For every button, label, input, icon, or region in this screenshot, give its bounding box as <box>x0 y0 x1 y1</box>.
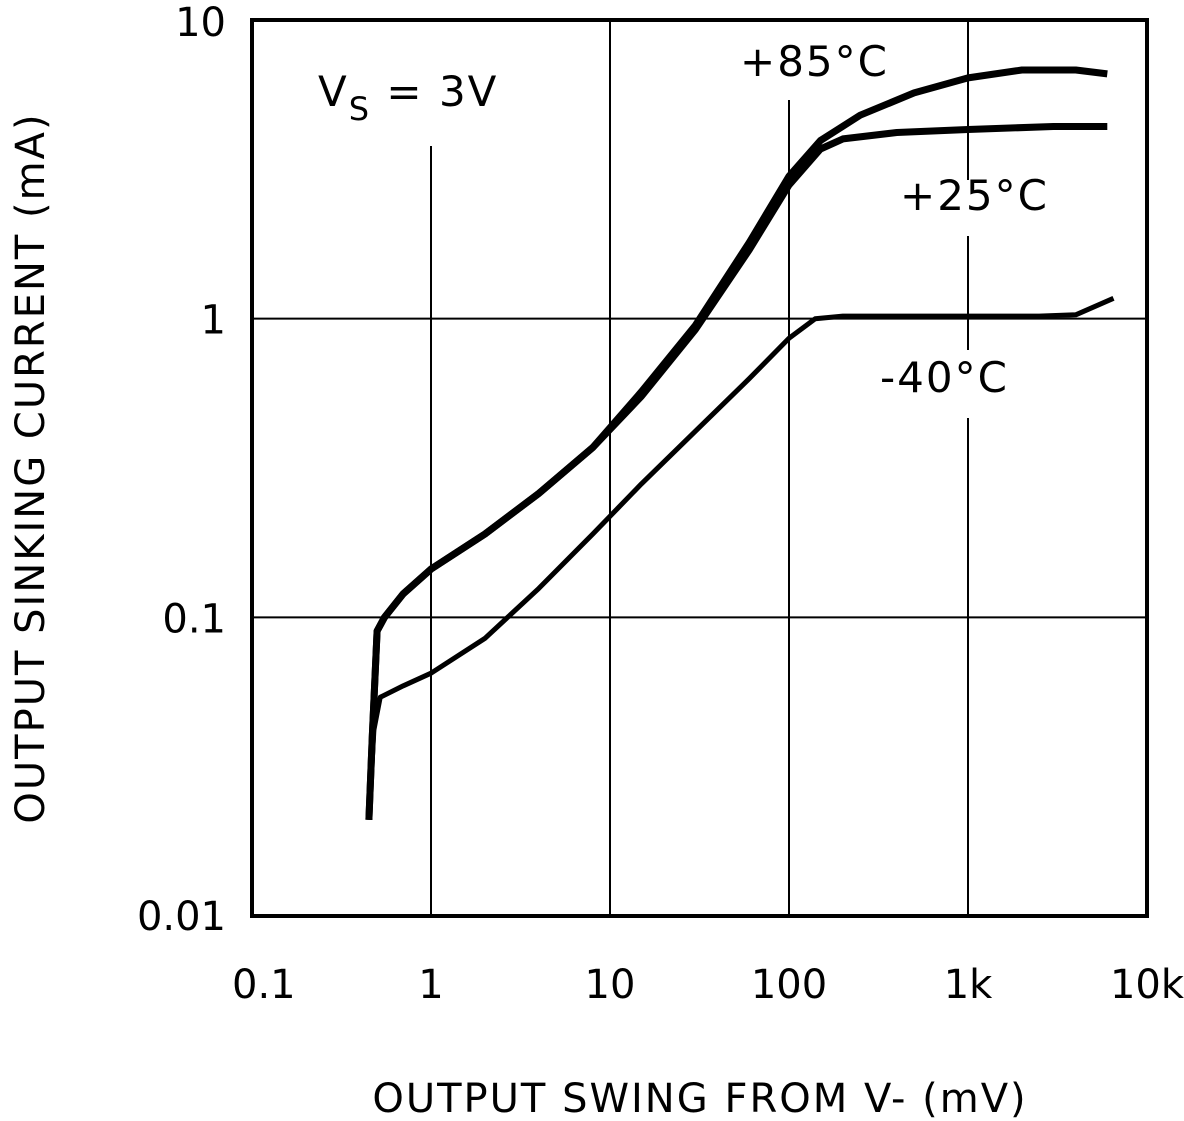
series-label-25c: +25°C <box>900 171 1049 220</box>
x-tick-label-0: 0.1 <box>232 962 296 1008</box>
x-tick-label-5: 10k <box>1110 962 1184 1008</box>
y-tick-label-0: 0.01 <box>137 894 226 940</box>
y-tick-label-1: 0.1 <box>162 596 226 642</box>
supply-voltage-annotation: VS = 3V <box>318 67 498 128</box>
x-tick-labels: 0.1 1 10 100 1k 10k <box>232 962 1184 1008</box>
x-tick-label-1: 1 <box>418 962 443 1008</box>
series-line-2 <box>366 296 1115 820</box>
annotation-subscript: S <box>349 90 371 128</box>
y-axis-title: OUTPUT SINKING CURRENT (mA) <box>8 112 54 823</box>
series-label-minus40c: -40°C <box>880 353 1009 402</box>
annotation-v: V <box>318 67 349 116</box>
x-tick-label-2: 10 <box>585 962 636 1008</box>
annotation-rest: = 3V <box>371 67 498 116</box>
series-line-1 <box>365 123 1108 820</box>
series-lines <box>365 66 1115 820</box>
plot-frame <box>250 18 1149 918</box>
x-axis-title: OUTPUT SWING FROM V- (mV) <box>372 1076 1027 1121</box>
x-tick-label-3: 100 <box>751 962 827 1008</box>
series-label-85c: +85°C <box>740 37 889 86</box>
y-tick-label-2: 1 <box>201 298 226 344</box>
grid <box>252 20 1147 916</box>
y-tick-label-3: 10 <box>175 0 226 46</box>
x-tick-label-4: 1k <box>944 962 993 1008</box>
y-tick-labels: 0.01 0.1 1 10 <box>137 0 226 940</box>
